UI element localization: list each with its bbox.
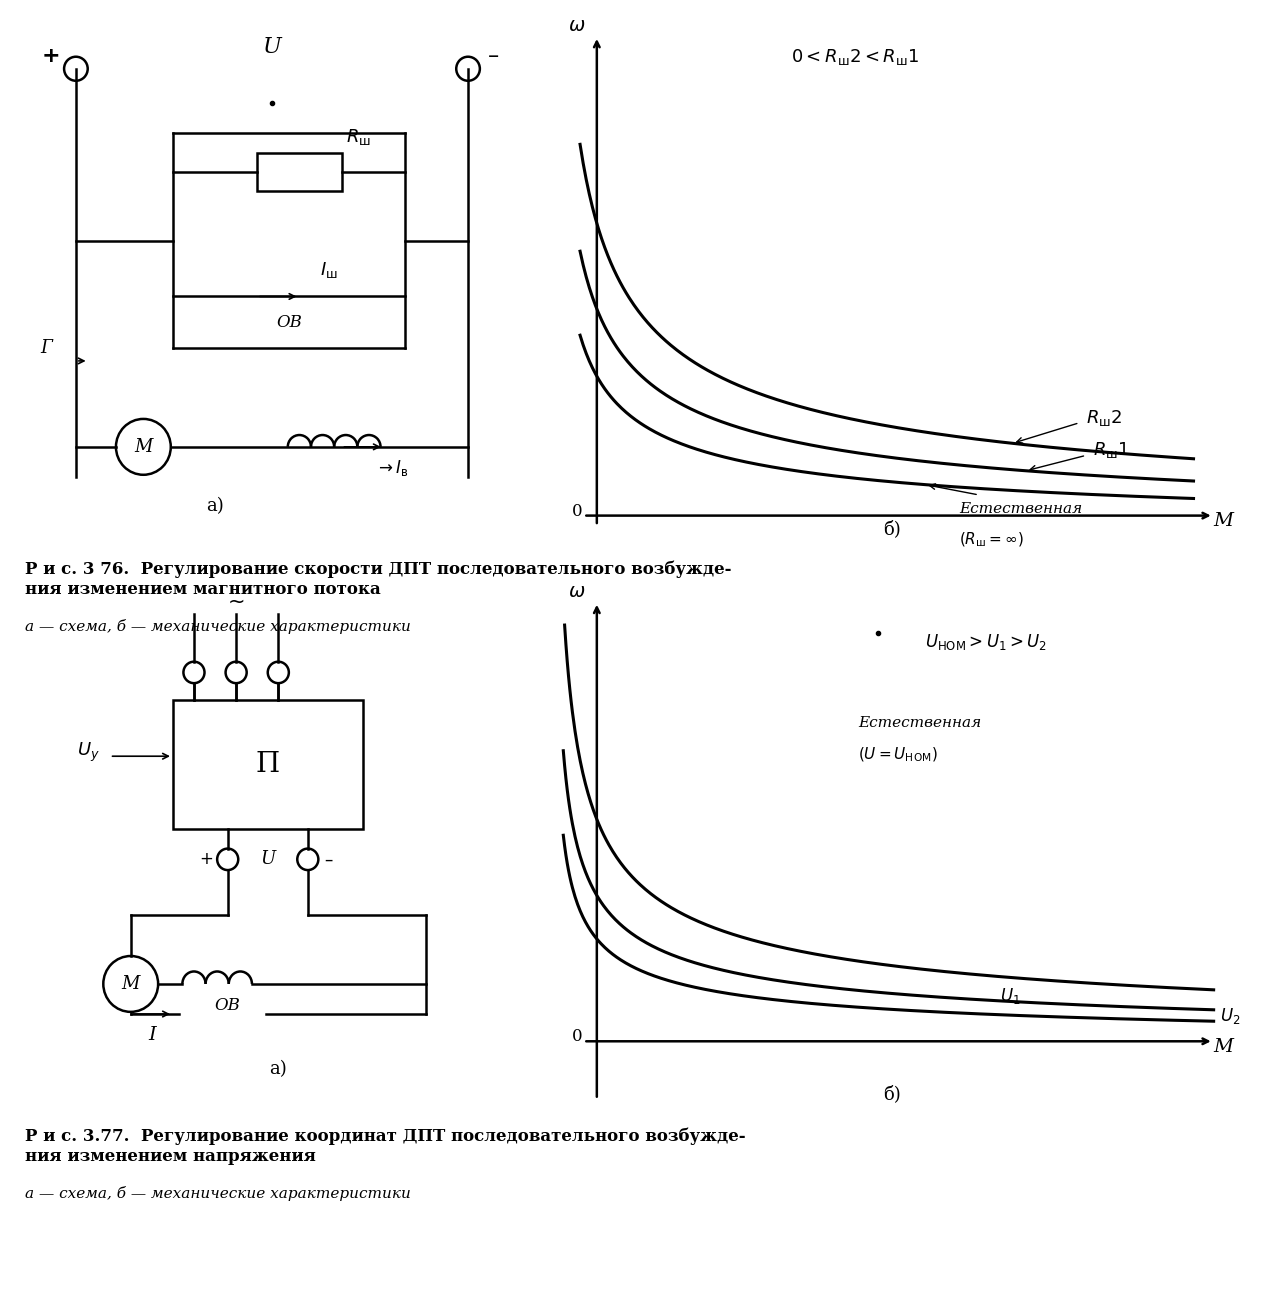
Text: $U_2$: $U_2$ xyxy=(1221,1007,1241,1026)
Bar xyxy=(257,152,342,191)
Text: ~: ~ xyxy=(228,592,245,611)
Text: $(U = U_{\rm НОМ})$: $(U = U_{\rm НОМ})$ xyxy=(858,745,937,763)
Text: $\omega$: $\omega$ xyxy=(568,584,586,602)
Text: +: + xyxy=(200,851,214,869)
Text: 0: 0 xyxy=(572,503,582,519)
Text: а — схема, б — механические характеристики: а — схема, б — механические характеристи… xyxy=(25,619,411,634)
Text: П: П xyxy=(256,751,280,779)
Text: а — схема, б — механические характеристики: а — схема, б — механические характеристи… xyxy=(25,1186,411,1201)
Text: U: U xyxy=(261,851,276,869)
Text: ОВ: ОВ xyxy=(215,996,240,1013)
Text: M: M xyxy=(134,438,153,456)
Text: 0: 0 xyxy=(572,1029,582,1045)
Text: Естественная: Естественная xyxy=(959,501,1082,516)
Text: +: + xyxy=(42,46,59,66)
Text: M: M xyxy=(1213,1039,1233,1057)
Text: U: U xyxy=(263,36,281,58)
Text: $R_{\rm ш}$: $R_{\rm ш}$ xyxy=(345,126,371,147)
Text: I: I xyxy=(148,1026,156,1044)
Text: б): б) xyxy=(883,519,901,538)
Text: $U_{\rm НОМ} > U_1 > U_2$: $U_{\rm НОМ} > U_1 > U_2$ xyxy=(926,632,1047,652)
Text: $(R_{\rm ш}{=}\infty)$: $(R_{\rm ш}{=}\infty)$ xyxy=(959,530,1023,549)
Text: Р и с. 3 76.  Регулирование скорости ДПТ последовательного возбужде-
ния изменен: Р и с. 3 76. Регулирование скорости ДПТ … xyxy=(25,561,731,598)
Text: $0 < R_{\rm ш}2 < R_{\rm ш}1$: $0 < R_{\rm ш}2 < R_{\rm ш}1$ xyxy=(792,46,920,67)
Text: M: M xyxy=(1213,512,1233,530)
Text: –: – xyxy=(488,46,498,66)
Text: Р и с. 3.77.  Регулирование координат ДПТ последовательного возбужде-
ния измене: Р и с. 3.77. Регулирование координат ДПТ… xyxy=(25,1128,746,1165)
Text: $U_у$: $U_у$ xyxy=(77,741,100,764)
Text: а): а) xyxy=(206,498,224,516)
Text: –: – xyxy=(325,851,333,869)
Text: $\rightarrow I_{\rm в}$: $\rightarrow I_{\rm в}$ xyxy=(376,458,409,478)
Text: $\omega$: $\omega$ xyxy=(568,17,586,35)
Text: M: M xyxy=(121,974,140,993)
Text: ОВ: ОВ xyxy=(276,313,302,331)
Text: Естественная: Естественная xyxy=(858,717,982,731)
Text: $R_{\rm ш}2$: $R_{\rm ш}2$ xyxy=(1087,407,1122,428)
Text: б): б) xyxy=(883,1085,901,1103)
Text: Г: Г xyxy=(40,339,52,357)
Text: а): а) xyxy=(269,1060,287,1078)
Bar xyxy=(173,700,363,829)
Text: $I_{\rm ш}$: $I_{\rm ш}$ xyxy=(320,260,338,280)
Text: $U_1$: $U_1$ xyxy=(1001,986,1021,1005)
Text: $R_{\rm ш}1$: $R_{\rm ш}1$ xyxy=(1093,441,1130,460)
